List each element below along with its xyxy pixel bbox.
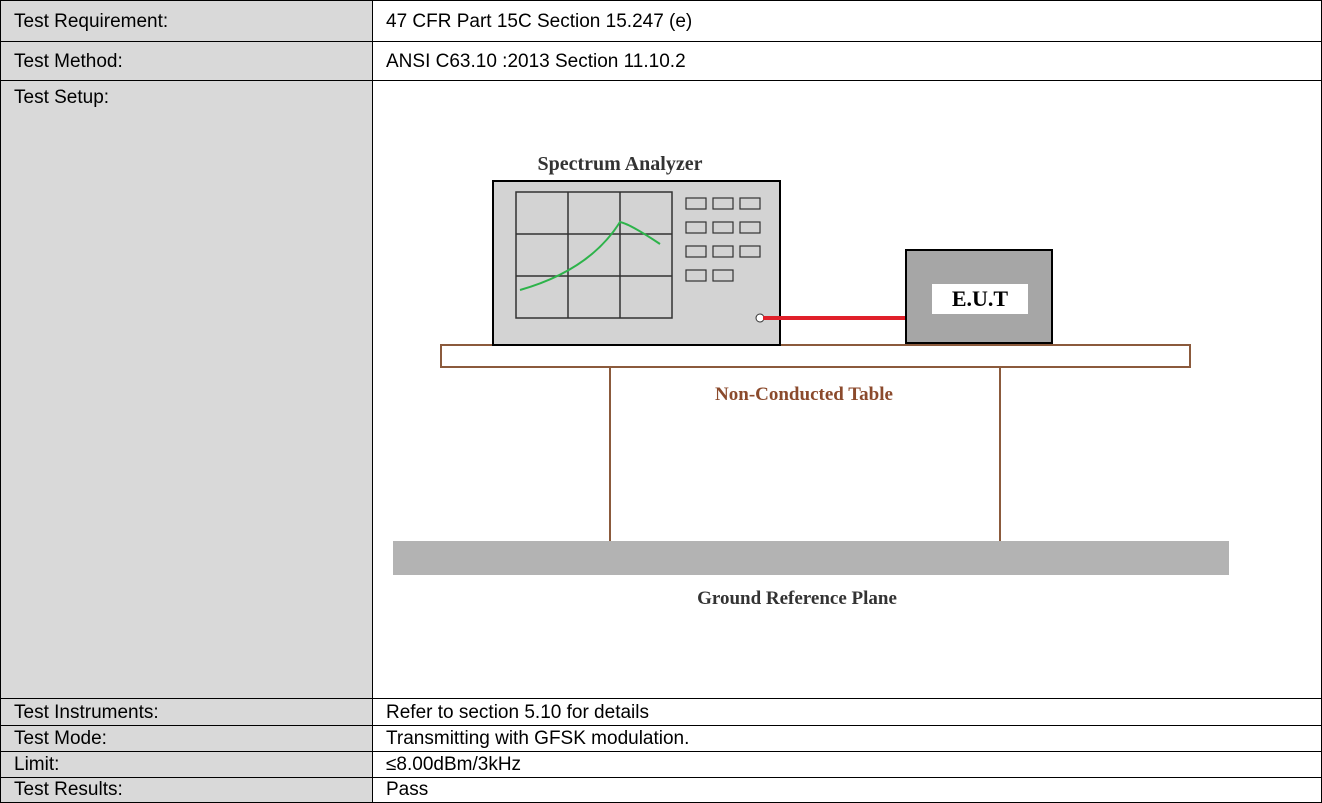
button [712, 245, 734, 258]
button [712, 197, 734, 210]
row-value: Pass [372, 777, 1322, 803]
button [712, 221, 734, 234]
button [739, 197, 761, 210]
row-value: Transmitting with GFSK modulation. [372, 725, 1322, 753]
trace [519, 220, 661, 291]
screen [515, 191, 673, 319]
row-label: Test Requirement: [0, 0, 373, 43]
analyzer-label: Spectrum Analyzer [538, 153, 703, 175]
row-label: Test Results: [0, 777, 373, 803]
button [685, 197, 707, 210]
setup-diagram: E.U.T Spectrum Analyzer Non-Conducted Tabl… [393, 153, 1229, 609]
row-value: Refer to section 5.10 for details [372, 698, 1322, 727]
eut-label: E.U.T [952, 286, 1009, 311]
row-label: Test Method: [0, 41, 373, 82]
row-label: Test Instruments: [0, 698, 373, 727]
ground-plane [393, 541, 1229, 575]
row-value: 47 CFR Part 15C Section 15.247 (e) [372, 0, 1322, 43]
button [685, 269, 707, 282]
table-label: Non-Conducted Table [715, 384, 893, 405]
row-value: ANSI C63.10 :2013 Section 11.10.2 [372, 41, 1322, 82]
ground-label: Ground Reference Plane [697, 588, 897, 609]
row-label: Test Setup: [0, 80, 373, 700]
eut-plate [932, 284, 1028, 314]
button [685, 221, 707, 234]
row-label: Limit: [0, 751, 373, 779]
row-value: ≤8.00dBm/3kHz [372, 751, 1322, 779]
button [739, 245, 761, 258]
table-top [440, 344, 1191, 368]
button [685, 245, 707, 258]
port [755, 313, 765, 323]
button [739, 221, 761, 234]
row-label: Test Mode: [0, 725, 373, 753]
button [712, 269, 734, 282]
